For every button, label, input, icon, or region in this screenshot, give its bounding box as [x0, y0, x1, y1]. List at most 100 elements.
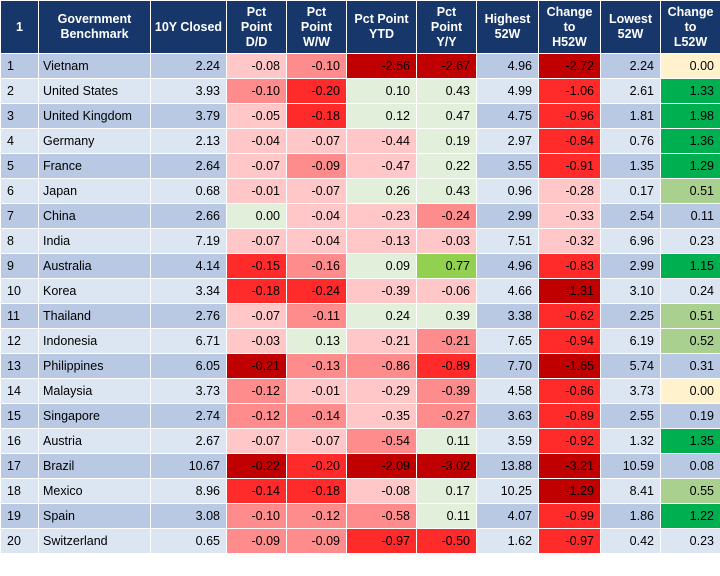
- pct-point-yy: -2.67: [416, 53, 477, 79]
- pct-point-ww: 0.13: [286, 328, 347, 354]
- change-to-h52w: -0.84: [538, 128, 601, 154]
- highest-52w: 4.07: [476, 503, 539, 529]
- change-to-h52w: -0.28: [538, 178, 601, 204]
- change-to-h52w: -1.31: [538, 278, 601, 304]
- change-to-h52w: -0.86: [538, 378, 601, 404]
- table-row: 20 Switzerland 0.65 -0.09 -0.09 -0.97 -0.50 1.6…: [0, 528, 720, 554]
- pct-point-ytd: -0.13: [346, 228, 417, 254]
- row-index: 8: [0, 228, 39, 254]
- pct-point-dd: -0.18: [226, 278, 287, 304]
- ten-year-closed: 3.34: [150, 278, 227, 304]
- pct-point-ww: -0.24: [286, 278, 347, 304]
- highest-52w: 13.88: [476, 453, 539, 479]
- lowest-52w: 6.96: [600, 228, 661, 254]
- pct-point-yy: -0.21: [416, 328, 477, 354]
- highest-52w: 3.59: [476, 428, 539, 454]
- pct-point-ytd: -0.35: [346, 403, 417, 429]
- table-row: 1 Vietnam 2.24 -0.08 -0.10 -2.56 -2.67 4.96 -2.7…: [0, 53, 720, 79]
- change-to-l52w: 1.35: [660, 428, 720, 454]
- table-row: 12 Indonesia 6.71 -0.03 0.13 -0.21 -0.21 7.65 -0…: [0, 328, 720, 354]
- header-lowest-52w: Lowest 52W: [600, 0, 661, 54]
- row-index: 19: [0, 503, 39, 529]
- change-to-l52w: 0.23: [660, 228, 720, 254]
- benchmark-name: Austria: [38, 428, 151, 454]
- ten-year-closed: 2.13: [150, 128, 227, 154]
- header-highest-52w: Highest 52W: [476, 0, 539, 54]
- pct-point-dd: -0.04: [226, 128, 287, 154]
- row-index: 9: [0, 253, 39, 279]
- table-row: 9 Australia 4.14 -0.15 -0.16 0.09 0.77 4.96 -0.8…: [0, 253, 720, 279]
- row-index: 12: [0, 328, 39, 354]
- highest-52w: 2.99: [476, 203, 539, 229]
- pct-point-ytd: -0.21: [346, 328, 417, 354]
- ten-year-closed: 3.79: [150, 103, 227, 129]
- ten-year-closed: 2.66: [150, 203, 227, 229]
- benchmark-name: Singapore: [38, 403, 151, 429]
- pct-point-dd: -0.08: [226, 53, 287, 79]
- highest-52w: 0.96: [476, 178, 539, 204]
- lowest-52w: 1.81: [600, 103, 661, 129]
- lowest-52w: 2.61: [600, 78, 661, 104]
- change-to-h52w: -0.94: [538, 328, 601, 354]
- change-to-h52w: -0.89: [538, 403, 601, 429]
- table-row: 2 United States 3.93 -0.10 -0.20 0.10 0.43 4.99…: [0, 78, 720, 104]
- row-index: 11: [0, 303, 39, 329]
- change-to-h52w: -0.99: [538, 503, 601, 529]
- pct-point-ytd: -2.56: [346, 53, 417, 79]
- table-row: 4 Germany 2.13 -0.04 -0.07 -0.44 0.19 2.97 -0.84…: [0, 128, 720, 154]
- header-pct-ytd: Pct Point YTD: [346, 0, 417, 54]
- benchmark-name: France: [38, 153, 151, 179]
- highest-52w: 7.65: [476, 328, 539, 354]
- pct-point-yy: 0.11: [416, 428, 477, 454]
- pct-point-yy: -3.02: [416, 453, 477, 479]
- benchmark-name: Vietnam: [38, 53, 151, 79]
- highest-52w: 4.58: [476, 378, 539, 404]
- row-index: 5: [0, 153, 39, 179]
- highest-52w: 3.63: [476, 403, 539, 429]
- ten-year-closed: 10.67: [150, 453, 227, 479]
- pct-point-dd: -0.07: [226, 228, 287, 254]
- pct-point-ww: -0.18: [286, 478, 347, 504]
- ten-year-closed: 0.65: [150, 528, 227, 554]
- benchmark-name: Korea: [38, 278, 151, 304]
- highest-52w: 4.99: [476, 78, 539, 104]
- benchmark-name: Mexico: [38, 478, 151, 504]
- pct-point-dd: -0.05: [226, 103, 287, 129]
- highest-52w: 4.75: [476, 103, 539, 129]
- benchmark-name: Switzerland: [38, 528, 151, 554]
- change-to-h52w: -3.21: [538, 453, 601, 479]
- row-index: 17: [0, 453, 39, 479]
- benchmark-name: Australia: [38, 253, 151, 279]
- change-to-l52w: 0.55: [660, 478, 720, 504]
- row-index: 18: [0, 478, 39, 504]
- pct-point-dd: -0.21: [226, 353, 287, 379]
- change-to-l52w: 1.36: [660, 128, 720, 154]
- ten-year-closed: 4.14: [150, 253, 227, 279]
- change-to-h52w: -0.33: [538, 203, 601, 229]
- pct-point-yy: 0.43: [416, 178, 477, 204]
- change-to-l52w: 1.29: [660, 153, 720, 179]
- pct-point-dd: -0.07: [226, 428, 287, 454]
- pct-point-ww: -0.20: [286, 78, 347, 104]
- row-index: 6: [0, 178, 39, 204]
- pct-point-ww: -0.12: [286, 503, 347, 529]
- ten-year-closed: 8.96: [150, 478, 227, 504]
- pct-point-yy: 0.47: [416, 103, 477, 129]
- lowest-52w: 0.42: [600, 528, 661, 554]
- highest-52w: 10.25: [476, 478, 539, 504]
- change-to-l52w: 1.98: [660, 103, 720, 129]
- change-to-l52w: 1.33: [660, 78, 720, 104]
- lowest-52w: 0.17: [600, 178, 661, 204]
- pct-point-ww: -0.09: [286, 153, 347, 179]
- pct-point-yy: -0.50: [416, 528, 477, 554]
- highest-52w: 4.96: [476, 53, 539, 79]
- lowest-52w: 3.73: [600, 378, 661, 404]
- benchmark-name: United States: [38, 78, 151, 104]
- highest-52w: 3.55: [476, 153, 539, 179]
- row-index: 10: [0, 278, 39, 304]
- pct-point-ww: -0.07: [286, 428, 347, 454]
- pct-point-ytd: -0.23: [346, 203, 417, 229]
- benchmark-name: China: [38, 203, 151, 229]
- change-to-l52w: 0.31: [660, 353, 720, 379]
- benchmark-name: Spain: [38, 503, 151, 529]
